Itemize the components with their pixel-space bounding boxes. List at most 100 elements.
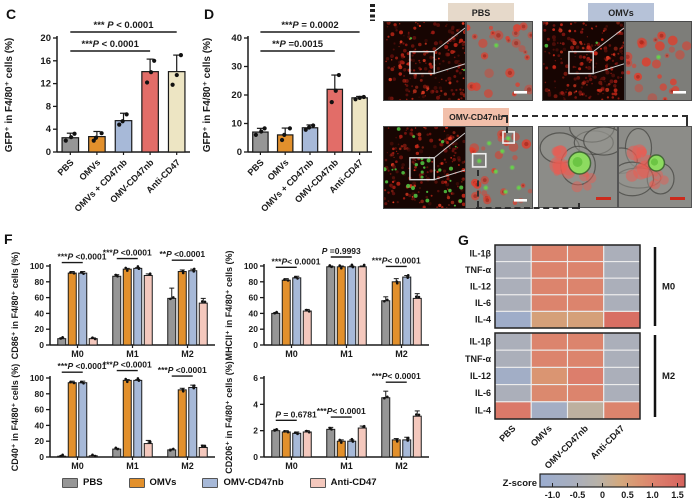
colorbar	[539, 473, 686, 488]
fluorescence-image	[543, 22, 624, 100]
heatmap-cell	[494, 261, 532, 279]
bar-OMVs-M0	[67, 382, 77, 458]
heatmap-cell	[603, 384, 641, 403]
y-axis-label: GFP⁺ in F4/80⁺ cells (%)	[202, 38, 213, 152]
y-axis-label: CD40⁺ in F4/80⁺ cells (%)	[10, 364, 20, 472]
bar-PBS-M2	[381, 397, 391, 458]
heatmap-cell	[530, 294, 569, 312]
bar-OMV-CD47nb-M0	[78, 272, 88, 346]
heatmap-row-label: IL-6	[475, 298, 491, 308]
merge-image	[466, 127, 532, 208]
significance-label: *** P < 0.0001	[94, 20, 155, 31]
group-label: M2	[181, 461, 194, 471]
inset-box	[568, 50, 594, 75]
svg-text:8: 8	[46, 101, 51, 112]
micrograph-omv-cd47nb-cell-zoom-1	[538, 126, 618, 208]
inset-box	[409, 50, 435, 75]
y-axis-label: GFP⁺ in F4/80⁺ cells (%)	[4, 38, 15, 152]
significance-label: ***P < 0.0001	[82, 39, 140, 50]
scale-bar	[596, 197, 611, 200]
svg-text:6: 6	[253, 373, 258, 383]
zoom-connector-box2	[477, 170, 479, 207]
merge-image	[467, 22, 532, 100]
bar-Anti-CD47-M0	[302, 431, 312, 458]
svg-text:20: 20	[40, 33, 51, 44]
bar-OMV-CD47nb-M0	[292, 432, 302, 458]
svg-text:4: 4	[253, 399, 258, 409]
grouped-bar-chart-F2: 0 20 40 60 80 100 MHCII⁺ in F4/80⁺ cells (%) M0…	[224, 246, 429, 361]
bar-OMV-CD47nb-M2	[402, 439, 412, 458]
x-tick-label: PBS	[56, 157, 76, 177]
heatmap-row-label: IL-12	[470, 282, 491, 292]
group-label: M2	[181, 349, 194, 359]
heatmap-cell	[566, 244, 605, 263]
bar-OMVs-M2	[391, 281, 401, 346]
legend-swatch-omvs	[128, 477, 145, 488]
svg-text:0: 0	[39, 340, 44, 350]
svg-text:10: 10	[231, 119, 242, 130]
micrograph-label-omv-cd47nb: OMV-CD47nb	[443, 108, 509, 126]
panel-f-cd206-chart: 0 2 4 6 CD206⁺ in F4/80⁺ cells (%) M0 P = 0.67…	[220, 358, 433, 474]
bar-Anti-CD47-M1	[143, 274, 153, 346]
heatmap-cell	[603, 244, 641, 263]
scale-bar	[514, 199, 527, 202]
panel-f-cd86-chart: 0 20 40 60 80 100 CD86⁺ in F4/80⁺ cells (%) M0 *…	[6, 246, 219, 360]
heatmap-cell	[566, 384, 605, 403]
micrograph-omv-cd47nb-merge-inset	[465, 126, 533, 209]
heatmap-row-label: IL-1β	[470, 248, 492, 258]
y-axis-label: CD86⁺ in F4/80⁺ cells (%)	[10, 252, 20, 360]
heatmap-row-label: IL-1β	[470, 337, 492, 347]
heatmap-cell	[566, 366, 605, 386]
x-tick-label: OMVs	[77, 157, 102, 182]
x-tick-label: PBS	[246, 157, 266, 177]
zoom-connector-top	[502, 115, 688, 117]
bar-OMV-CD47nb	[326, 88, 344, 153]
heatmap-cell	[530, 244, 569, 263]
svg-text:0: 0	[253, 452, 258, 462]
svg-text:0: 0	[46, 147, 51, 158]
y-axis-label: MHCII⁺ in F4/80⁺ cells (%)	[224, 250, 234, 360]
svg-text:100: 100	[30, 373, 44, 383]
panel-c-label: C	[6, 6, 17, 22]
heatmap-cell	[494, 294, 532, 312]
heatmap-cell	[603, 277, 641, 296]
svg-text:40: 40	[35, 308, 45, 318]
heatmap-cell	[530, 310, 569, 329]
y-axis-label: CD206⁺ in F4/80⁺ cells (%)	[224, 361, 234, 474]
heatmap-column-label: Anti-CD47	[588, 423, 626, 461]
heatmap-cell	[530, 366, 569, 386]
bar-PBS-M1	[112, 275, 122, 346]
svg-text:0: 0	[237, 147, 242, 158]
heatmap-cell	[530, 332, 569, 351]
significance-label: **P <0.0001	[159, 249, 205, 259]
bar-OMV-CD47nb-M1	[133, 267, 143, 346]
legend-item-pbs: PBS	[62, 477, 103, 488]
svg-text:30: 30	[231, 62, 242, 73]
bar-OMV-CD47nb-M0	[78, 382, 88, 458]
panel-f-label: F	[4, 231, 13, 247]
zoom-connector-bottom	[476, 207, 578, 209]
significance-label: ***P <0.0001	[58, 252, 107, 262]
significance-label: P =0.9993	[322, 246, 361, 256]
bar-PBS-M0	[57, 338, 67, 346]
cell-zoom-image	[619, 127, 691, 207]
bar-Anti-CD47-M1	[357, 266, 367, 346]
cropped-panel-mark	[370, 4, 375, 21]
zoom-connector-top-corner	[686, 115, 688, 126]
bar-OMVs-M0	[67, 272, 77, 346]
svg-text:4: 4	[46, 124, 52, 135]
heatmap-cell	[494, 310, 532, 329]
grouped-bar-chart-F4: 0 2 4 6 CD206⁺ in F4/80⁺ cells (%) M0 P = 0.67…	[224, 361, 429, 474]
legend-label-omvs: OMVs	[149, 477, 177, 488]
legend-swatch-anti-cd47	[309, 477, 326, 488]
micrograph-omvs-fluorescence	[542, 21, 625, 101]
bar-Anti-CD47-M0	[302, 310, 312, 346]
group-label: M1	[126, 461, 139, 471]
heatmap-cell	[530, 277, 569, 296]
svg-text:0: 0	[39, 452, 44, 462]
significance-label: ***P = 0.0002	[281, 20, 338, 31]
svg-text:100: 100	[30, 261, 44, 271]
legend-swatch-omv-cd47nb	[202, 477, 219, 488]
panel-c-chart: 0 4 8 12 16 20 GFP⁺ in F4/80⁺ cells (%) PBS OMVs…	[0, 0, 198, 228]
